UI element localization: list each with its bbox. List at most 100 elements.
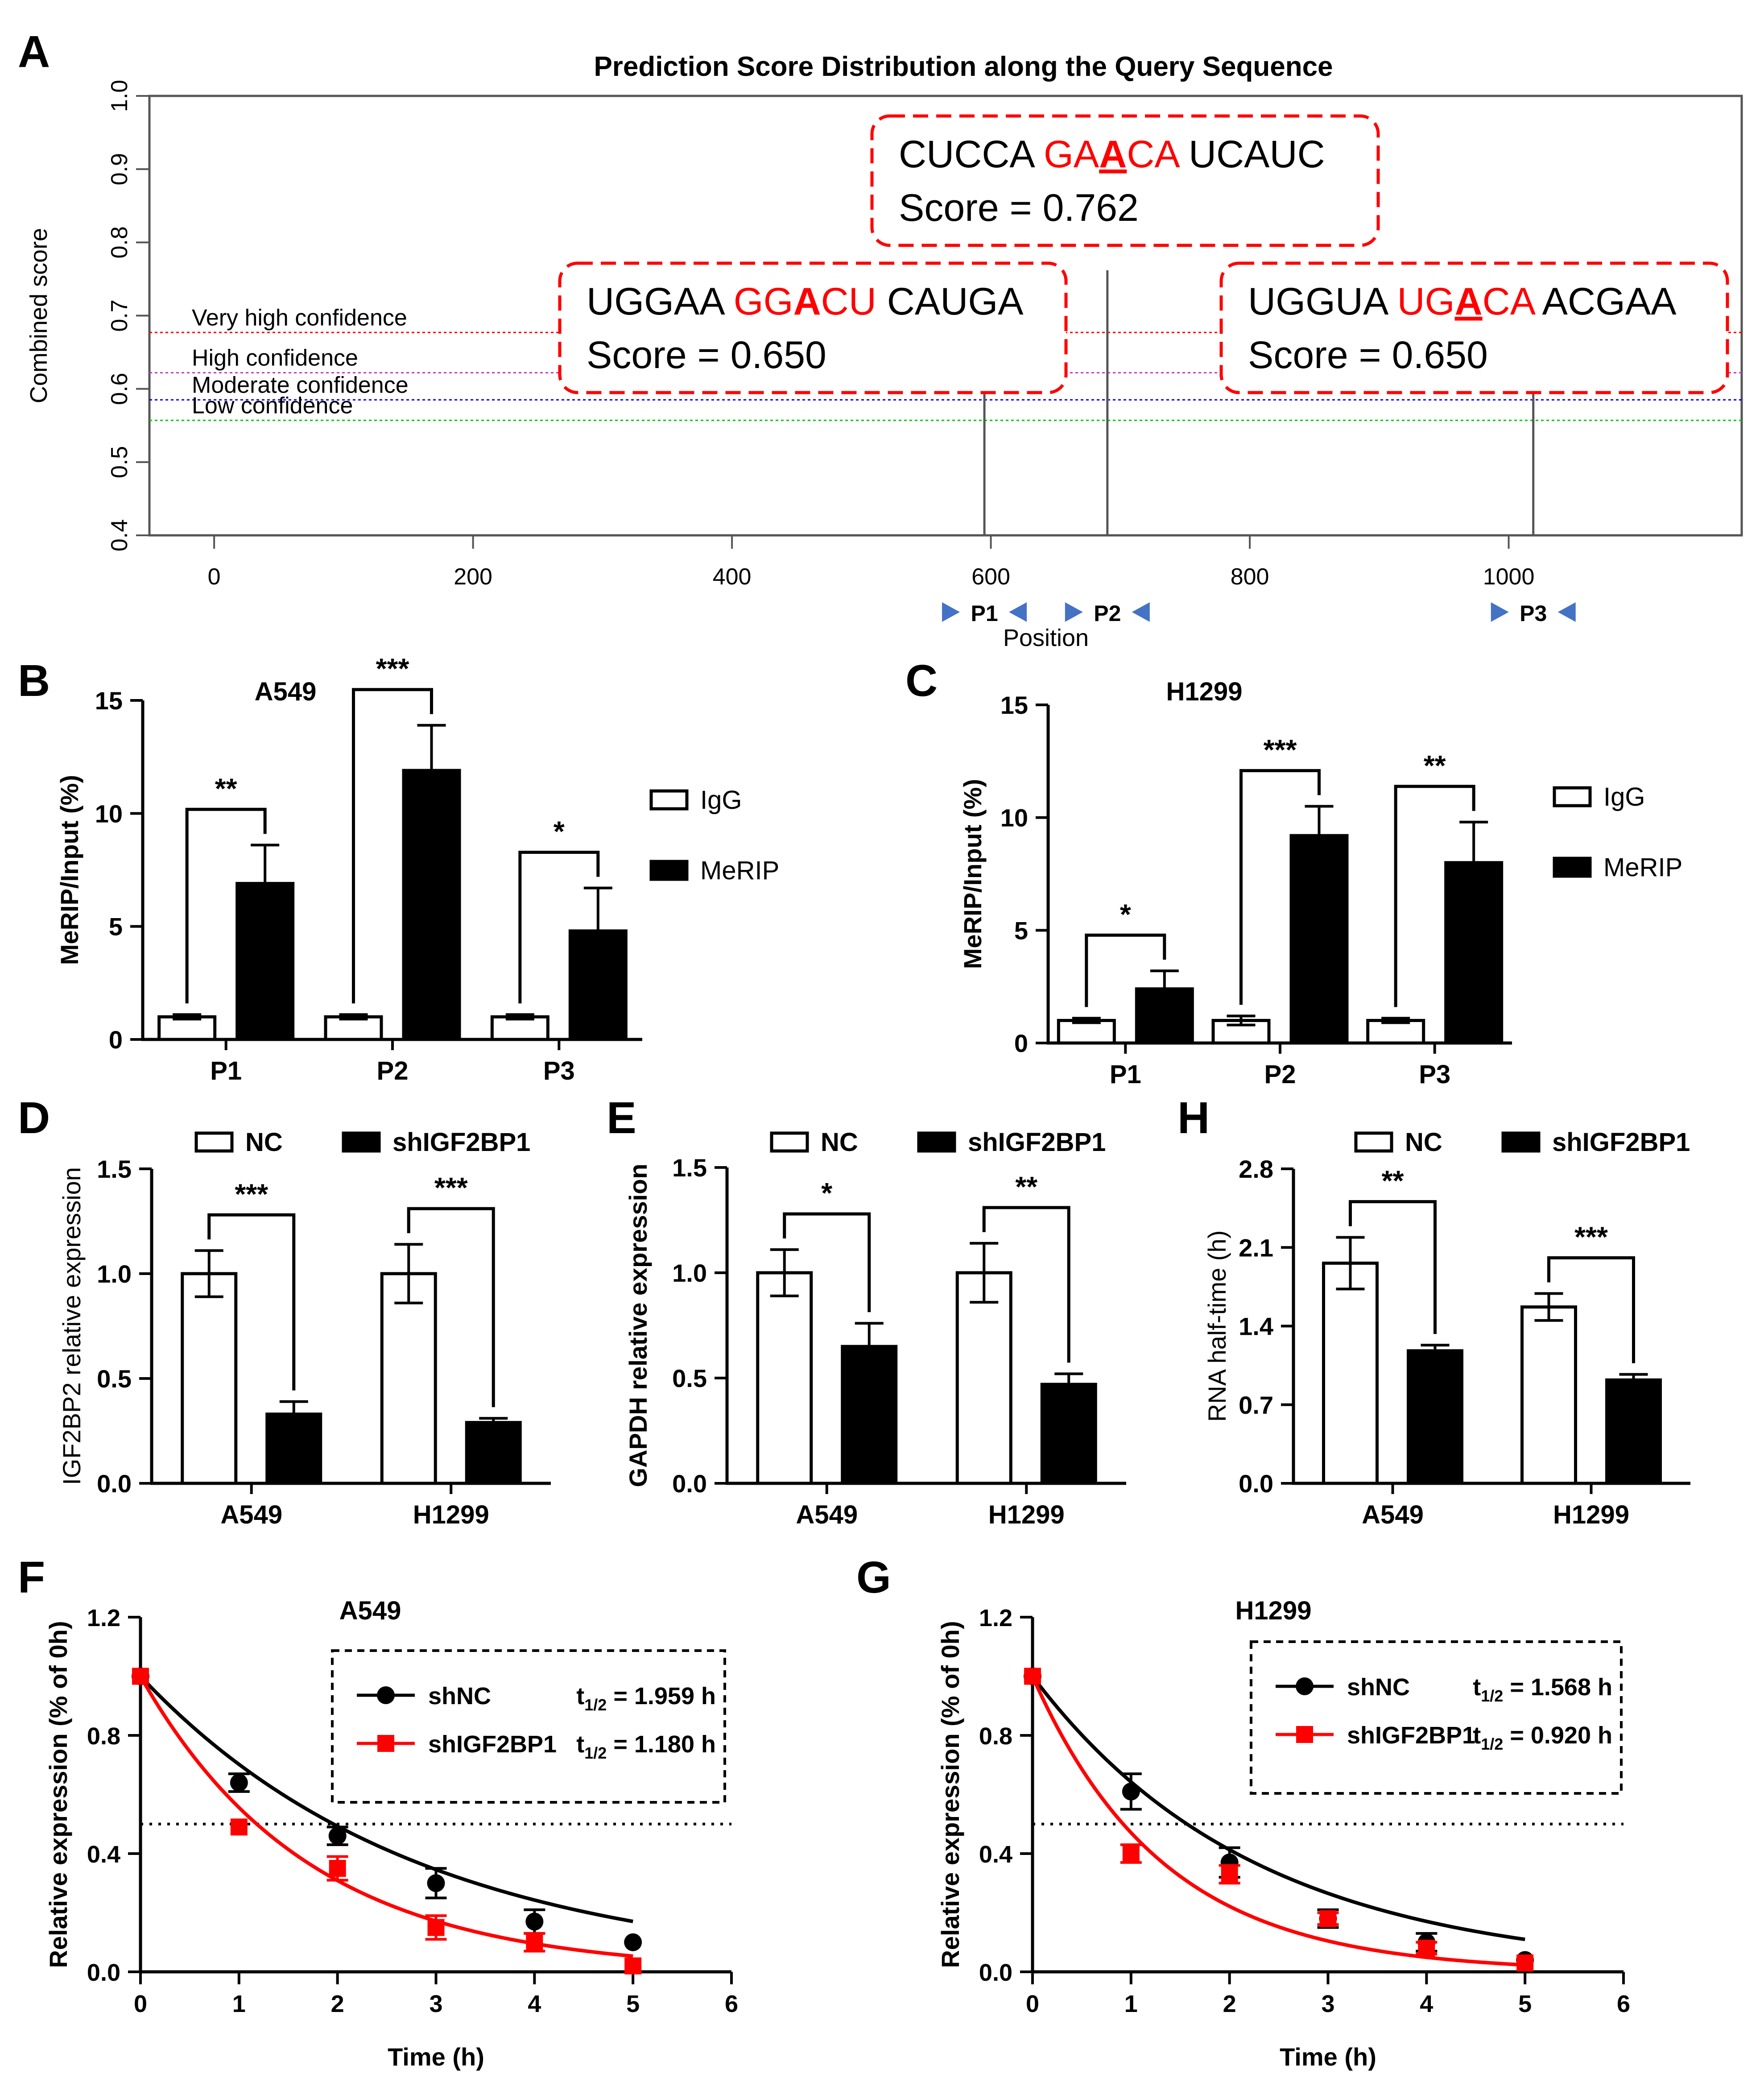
- panel-a-x-tick-label: 400: [713, 564, 752, 590]
- panel-a-annotation-sequence: UGGAA GGACU CAUGA: [587, 280, 1024, 323]
- panel-a-sequence-m2: CA: [1483, 280, 1536, 323]
- panel-letter-c: C: [905, 656, 938, 706]
- panel-f-half-life-label: t1/2 = 1.180 h: [576, 1731, 716, 1762]
- panel-a-sequence-post: UCAUC: [1178, 133, 1325, 176]
- panel-g-point-shigf2bp1: [1221, 1866, 1238, 1883]
- panel-g-title: H1299: [1235, 1596, 1312, 1625]
- panel-f-point-shnc: [230, 1774, 248, 1792]
- panel-e-bar-nc: [756, 1271, 813, 1485]
- panel-a-x-tick-label: 200: [454, 564, 492, 590]
- panel-letter-b: B: [18, 656, 50, 706]
- panel-h-significance-stars: **: [1382, 1165, 1404, 1197]
- half-life-symbol: t: [1473, 1722, 1481, 1749]
- panel-f-point-shnc: [624, 1933, 642, 1951]
- panel-e-bar-shigf2bp1: [841, 1345, 898, 1485]
- primer-forward-arrow-icon: [1491, 602, 1509, 622]
- panel-f-point-shigf2bp1: [230, 1818, 248, 1836]
- panel-a-sequence-center: A: [1455, 280, 1483, 323]
- panel-a-y-tick-label: 0.5: [107, 446, 132, 478]
- panel-f-legend-box: [331, 1649, 726, 1804]
- panel-d-bar-nc: [181, 1272, 238, 1485]
- panel-a-x-tick-label: 600: [971, 564, 1010, 590]
- panel-e-y-axis-label: GAPDH relative expression: [624, 1163, 652, 1487]
- panel-g-legend-marker: [1296, 1726, 1313, 1743]
- panel-f-fit-curve-shnc: [139, 1675, 633, 1923]
- panel-f-x-tick-label: 3: [429, 1991, 442, 2017]
- panel-a-annotation-box: [1219, 261, 1729, 394]
- panel-g-x-tick-label: 5: [1518, 1991, 1532, 2017]
- panel-c-bar-igg: [1366, 1018, 1425, 1045]
- panel-h-significance-bracket: [1547, 1256, 1635, 1363]
- panel-f-fit-curve-shigf2bp1: [139, 1675, 633, 1958]
- panel-a-annotation-box: [870, 114, 1380, 247]
- panel-g-x-tick-label: 4: [1420, 1991, 1433, 2017]
- panel-c-bar-merip: [1135, 987, 1194, 1045]
- panel-b-y-axis-label: MeRIP/Input (%): [55, 775, 83, 965]
- panel-letter-a: A: [18, 27, 50, 77]
- half-life-symbol: t: [1473, 1674, 1481, 1701]
- panel-c-significance-stars: **: [1424, 749, 1446, 782]
- panel-d-y-tick-label: 1.5: [97, 1155, 132, 1183]
- panel-e-y-tick-label: 1.0: [672, 1259, 707, 1287]
- panel-c-y-axis-label: MeRIP/Input (%): [958, 779, 987, 969]
- panel-c-significance-stars: *: [1120, 898, 1131, 930]
- panel-a-annotation-score: Score = 0.762: [899, 186, 1139, 229]
- primer-reverse-arrow-icon: [1009, 602, 1027, 622]
- panel-f-point-shigf2bp1: [132, 1668, 149, 1685]
- panel-g-y-tick-label: 0.8: [979, 1723, 1012, 1750]
- panel-a-title: Prediction Score Distribution along the …: [594, 51, 1333, 82]
- panel-g-y-tick-label: 0.4: [979, 1841, 1012, 1868]
- panel-b-significance-bracket: [518, 851, 600, 1004]
- primer-forward-arrow-icon: [1065, 602, 1083, 622]
- panel-a-sequence-center: A: [793, 280, 821, 323]
- panel-b-y-tick-label: 5: [109, 913, 123, 941]
- panel-f-y-axis-label: Relative expression (% of 0h): [44, 1621, 72, 1968]
- panel-b-y-tick-label: 15: [95, 687, 123, 715]
- panel-d-y-tick-label: 0.5: [97, 1365, 132, 1393]
- panel-a-sequence-pre: UGGAA: [587, 280, 734, 323]
- half-life-symbol: t: [576, 1683, 584, 1710]
- panel-b-bar-igg: [324, 1015, 383, 1041]
- panel-f-point-shigf2bp1: [427, 1919, 445, 1936]
- panel-a-x-axis-label: Position: [1003, 625, 1089, 651]
- panel-b-bar-merip: [568, 929, 628, 1041]
- panel-f-legend-label: shNC: [428, 1683, 491, 1710]
- panel-a-annotation-score: Score = 0.650: [1248, 334, 1488, 377]
- panel-a-sequence-pre: UGGUA: [1248, 280, 1397, 323]
- panel-d-category-label: H1299: [413, 1500, 489, 1529]
- panel-f-x-tick-label: 5: [626, 1991, 640, 2017]
- panel-g-point-shigf2bp1: [1418, 1940, 1435, 1957]
- panel-a-annotation-sequence: CUCCA GAACA UCAUC: [899, 133, 1325, 176]
- panel-c-bar-merip: [1444, 861, 1504, 1045]
- primer-reverse-arrow-icon: [1132, 602, 1150, 622]
- panel-c-legend-swatch: [1553, 857, 1592, 878]
- panel-f-x-tick-label: 0: [134, 1991, 147, 2017]
- panel-g-x-tick-label: 6: [1617, 1991, 1630, 2017]
- panel-g-point-shigf2bp1: [1319, 1910, 1337, 1927]
- panel-f-x-tick-label: 6: [725, 1991, 738, 2017]
- panel-e-category-label: H1299: [988, 1500, 1065, 1529]
- panel-a-y-axis-label: Combined score: [25, 228, 52, 403]
- panel-f-point-shigf2bp1: [624, 1957, 642, 1975]
- panel-e-y-tick-label: 0.0: [672, 1470, 707, 1498]
- panel-g-x-tick-label: 3: [1321, 1991, 1334, 2017]
- panel-c-significance-bracket: [1394, 785, 1475, 1007]
- panel-a-threshold-label: Very high confidence: [192, 305, 407, 331]
- panel-h-y-axis-label: RNA half-time (h): [1203, 1230, 1231, 1422]
- panel-b-y-tick-label: 0: [109, 1026, 123, 1054]
- panel-letter-e: E: [607, 1093, 636, 1143]
- panel-h-category-label: A549: [1362, 1500, 1424, 1529]
- panel-f-x-tick-label: 2: [331, 1991, 344, 2017]
- panel-g-half-life-label: t1/2 = 1.568 h: [1473, 1674, 1612, 1705]
- panel-f-x-axis-label: Time (h): [388, 2043, 484, 2071]
- panel-a-sequence-post: ACGAA: [1533, 280, 1677, 323]
- panel-f-legend-label: shIGF2BP1: [428, 1731, 557, 1758]
- panel-a-threshold-label: High confidence: [192, 345, 358, 371]
- panel-e-category-label: A549: [796, 1500, 858, 1529]
- panel-e-legend-label: NC: [821, 1128, 858, 1157]
- panel-a-threshold-label: Moderate confidence: [192, 372, 409, 398]
- panel-d-bar-shigf2bp1: [465, 1421, 522, 1485]
- panel-b-significance-stars: *: [554, 815, 565, 848]
- panel-h-bar-shigf2bp1: [1407, 1349, 1463, 1485]
